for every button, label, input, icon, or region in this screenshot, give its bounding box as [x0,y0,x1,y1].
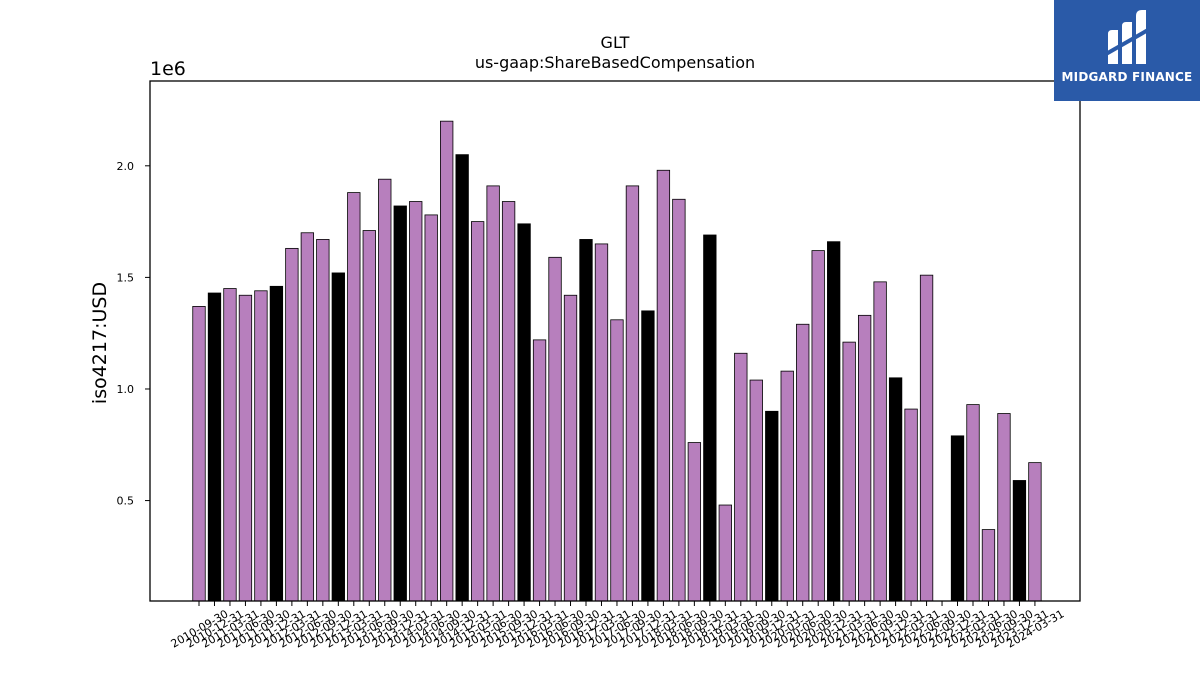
bar-2023-12-31 [1012,480,1027,602]
bar-2011-06-30 [238,294,253,602]
bar-2013-09-30 [378,178,392,602]
bar-2010-09-30 [192,306,206,602]
bar-2020-09-30 [811,250,825,602]
bar-2016-06-30 [548,256,562,602]
bar-2022-06-30 [919,274,934,602]
bar-2015-06-30 [486,185,500,602]
bar-2020-06-30 [796,323,810,602]
bar-2012-03-31 [285,247,299,602]
bar-2019-03-31 [718,504,732,602]
bar-2016-09-30 [563,294,578,602]
bar-2022-12-31 [950,435,965,602]
bar-2019-09-30 [749,379,763,602]
bar-2017-06-30 [610,319,624,602]
bar-2012-12-31 [331,272,345,602]
bar-2017-12-31 [641,310,655,602]
bar-2015-09-30 [501,201,516,602]
bar-2021-09-30 [873,281,887,602]
bar-2018-06-30 [672,198,686,602]
bars-group [192,120,1042,602]
bar-2011-09-30 [254,290,268,602]
bar-2021-12-31 [888,377,903,602]
brand-logo: MIDGARD FINANCE [1054,0,1200,101]
bar-2022-03-31 [904,408,918,602]
bar-2014-03-31 [409,201,423,602]
logo-text: MIDGARD FINANCE [1061,70,1193,84]
y-tick-label: 0.5 [117,495,135,508]
x-ticks-group: 2010-09-302010-12-312011-03-312011-06-30… [169,601,1066,651]
bar-2013-12-31 [393,205,407,602]
y-offset-label: 1e6 [150,58,186,80]
bar-2010-12-31 [207,292,222,602]
bar-2019-06-30 [734,352,748,602]
bar-2023-09-30 [997,413,1011,602]
bar-2014-09-30 [440,120,454,602]
y-axis-label: iso4217:USD [89,282,111,404]
bar-2014-06-30 [424,214,438,602]
bar-2015-03-31 [470,221,485,602]
bar-2019-12-31 [765,410,779,602]
bar-2015-12-31 [517,223,531,602]
bar-2016-12-31 [579,239,593,602]
bar-2011-12-31 [269,285,284,602]
y-tick-label: 1.0 [117,383,135,396]
bar-2013-03-31 [347,192,361,602]
chart-subtitle: us-gaap:ShareBasedCompensation [475,53,755,72]
plot-frame [149,80,1081,602]
bar-2012-09-30 [316,239,330,602]
bar-2011-03-31 [223,288,237,602]
bar-2021-06-30 [857,314,872,602]
bar-2016-03-31 [532,339,547,602]
bar-2020-12-31 [827,241,841,602]
bar-2014-12-31 [455,154,469,602]
y-tick-label: 1.5 [117,271,135,284]
bar-2018-12-31 [703,234,717,602]
y-tick-label: 2.0 [117,160,135,173]
logo-mark-icon [1105,10,1149,64]
bar-2021-03-31 [842,341,856,602]
bar-2012-06-30 [300,232,315,602]
y-ticks-group: 0.5 1.0 1.5 2.0 [117,160,150,508]
bar-2013-06-30 [362,230,376,602]
chart-title: GLT [601,33,630,52]
bar-2018-03-31 [656,169,671,602]
bar-2017-09-30 [625,185,640,602]
bar-2024-03-31 [1028,462,1042,602]
bar-2017-03-31 [594,243,609,602]
bar-2018-09-30 [687,442,702,602]
bar-2020-03-31 [780,370,794,602]
bar-2023-03-31 [966,404,980,602]
bar-2023-06-30 [981,529,996,602]
